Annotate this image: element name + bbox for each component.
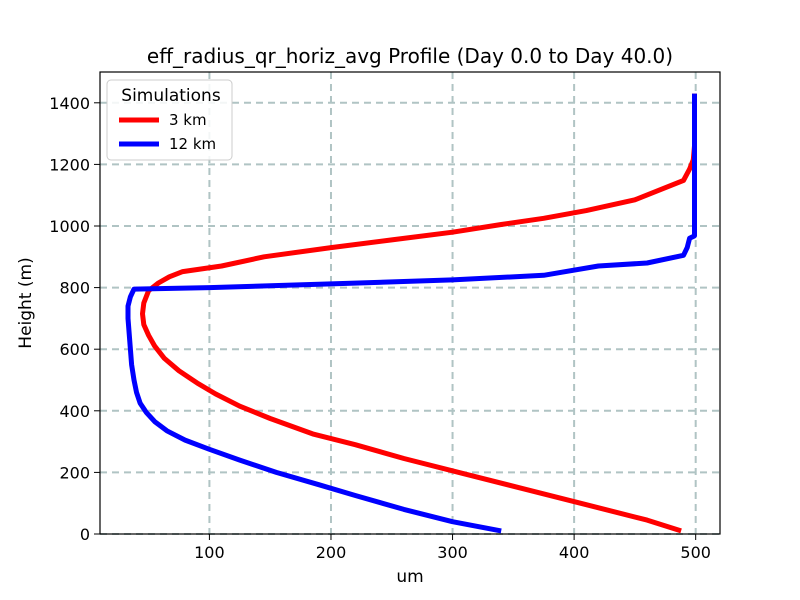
series-line-1 xyxy=(125,93,697,534)
legend-label-0: 3 km xyxy=(169,111,207,129)
series-lines xyxy=(125,93,697,534)
legend-title: Simulations xyxy=(121,86,221,106)
x-tick-label: 400 xyxy=(559,543,590,562)
y-tick-label: 0 xyxy=(80,525,90,544)
y-tick-label: 600 xyxy=(59,340,90,359)
y-tick-label: 1400 xyxy=(49,94,90,113)
y-axis: 0 200 400 600 800 1000 1200 1400 xyxy=(49,94,100,544)
plot-area-frame xyxy=(99,71,721,535)
x-tick-label: 500 xyxy=(680,543,711,562)
x-tick-label: 300 xyxy=(437,543,468,562)
legend-label-1: 12 km xyxy=(169,135,216,153)
y-axis-label: Height (m) xyxy=(16,257,36,348)
y-tick-label: 1200 xyxy=(49,155,90,174)
chart-title: eff_radius_qr_horiz_avg Profile (Day 0.0… xyxy=(147,44,673,68)
x-axis: 100 200 300 400 500 xyxy=(194,534,711,562)
y-tick-label: 800 xyxy=(59,279,90,298)
legend: Simulations 3 km 12 km xyxy=(106,79,233,161)
x-tick-label: 100 xyxy=(194,543,225,562)
y-tick-label: 400 xyxy=(59,402,90,421)
x-axis-label: um xyxy=(396,567,423,587)
legend-box xyxy=(106,79,233,161)
y-tick-label: 200 xyxy=(59,463,90,482)
y-tick-label: 1000 xyxy=(49,217,90,236)
x-tick-label: 200 xyxy=(316,543,347,562)
